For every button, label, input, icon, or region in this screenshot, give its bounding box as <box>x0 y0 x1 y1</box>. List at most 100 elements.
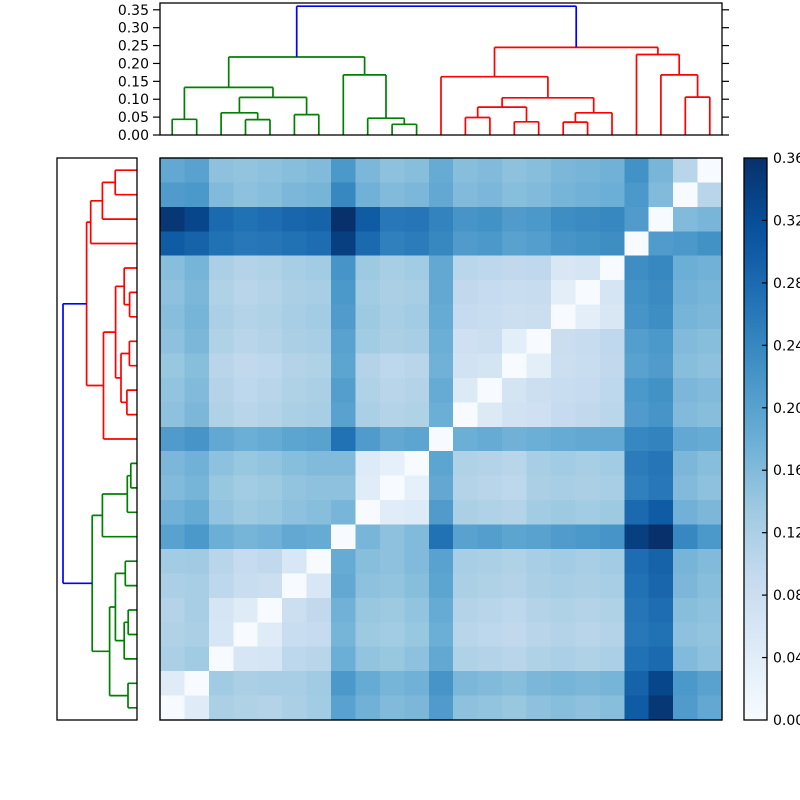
colorbar-tick-label: 0.20 <box>773 401 800 417</box>
heatmap-cell <box>208 573 234 599</box>
heatmap-cell <box>355 280 381 306</box>
heatmap-cell <box>697 377 723 403</box>
heatmap-cell <box>599 304 625 330</box>
heatmap-cell <box>355 182 381 208</box>
heatmap-cell <box>355 524 381 550</box>
heatmap-cell <box>208 475 234 501</box>
heatmap-cell <box>282 402 308 428</box>
heatmap-cell <box>379 377 405 403</box>
heatmap-cell <box>355 573 381 599</box>
heatmap-cell <box>208 231 234 257</box>
heatmap-cell <box>575 304 601 330</box>
heatmap-cell <box>355 231 381 257</box>
heatmap-cell <box>502 475 528 501</box>
heatmap-cell <box>599 622 625 648</box>
heatmap-cell <box>404 304 430 330</box>
heatmap-cell <box>477 500 503 526</box>
heatmap-cell <box>160 280 186 306</box>
heatmap-cell <box>526 500 552 526</box>
heatmap-cell <box>306 377 332 403</box>
heatmap-cell <box>550 304 576 330</box>
heatmap-cell <box>648 329 674 355</box>
heatmap-cell <box>184 573 210 599</box>
heatmap-cell <box>208 646 234 672</box>
heatmap-cell <box>599 548 625 574</box>
heatmap-cell <box>673 573 699 599</box>
heatmap-cell <box>673 231 699 257</box>
heatmap-cell <box>257 426 283 452</box>
heatmap-cell <box>257 573 283 599</box>
top-axis-tick-label: 0.30 <box>118 21 149 37</box>
heatmap-cell <box>208 304 234 330</box>
heatmap-cell <box>477 524 503 550</box>
heatmap-cell <box>257 622 283 648</box>
colorbar-labels: 0.36 0.32 0.28 0.24 0.20 0.16 0.12 0.08 0.04 0.00 <box>773 151 800 729</box>
heatmap-cell <box>428 353 454 379</box>
heatmap-cell <box>575 524 601 550</box>
heatmap-cell <box>624 622 650 648</box>
heatmap-cell <box>599 231 625 257</box>
heatmap-cell <box>306 280 332 306</box>
heatmap-cell <box>550 426 576 452</box>
heatmap-cell <box>160 304 186 330</box>
heatmap-cell <box>160 402 186 428</box>
heatmap-cell <box>648 304 674 330</box>
heatmap-cell <box>428 426 454 452</box>
heatmap-cell <box>331 255 357 281</box>
heatmap-cell <box>477 280 503 306</box>
heatmap-cell <box>282 451 308 477</box>
heatmap-cell <box>355 304 381 330</box>
heatmap-cell <box>257 548 283 574</box>
heatmap-cell <box>648 597 674 623</box>
heatmap-cell <box>257 280 283 306</box>
heatmap-cell <box>697 597 723 623</box>
heatmap-cell <box>502 426 528 452</box>
heatmap-cell <box>208 402 234 428</box>
heatmap-cell <box>477 158 503 184</box>
heatmap-cell <box>379 451 405 477</box>
heatmap-cell <box>673 451 699 477</box>
heatmap-cell <box>404 695 430 721</box>
heatmap-cell <box>502 671 528 697</box>
heatmap-cell <box>502 280 528 306</box>
heatmap-cell <box>331 646 357 672</box>
heatmap-cell <box>453 426 479 452</box>
heatmap-cell <box>477 304 503 330</box>
heatmap-cell <box>160 475 186 501</box>
heatmap-cell <box>502 622 528 648</box>
heatmap-cell <box>233 377 259 403</box>
heatmap-cell <box>282 646 308 672</box>
colorbar-tick-label: 0.00 <box>773 713 800 729</box>
heatmap-cell <box>697 500 723 526</box>
heatmap-cell <box>331 231 357 257</box>
heatmap-cell <box>160 329 186 355</box>
heatmap-cell <box>331 377 357 403</box>
heatmap-cell <box>673 597 699 623</box>
top-dendrogram-green-links <box>171 56 418 135</box>
heatmap-cell <box>355 597 381 623</box>
heatmap-cell <box>428 671 454 697</box>
heatmap-cell <box>599 182 625 208</box>
heatmap-cell <box>453 206 479 232</box>
heatmap-cell <box>624 206 650 232</box>
heatmap-cell <box>624 182 650 208</box>
heatmap-cell <box>550 206 576 232</box>
heatmap-cell <box>526 671 552 697</box>
heatmap-cell <box>160 231 186 257</box>
heatmap-cell <box>379 402 405 428</box>
heatmap-cell <box>306 426 332 452</box>
heatmap-cell <box>379 182 405 208</box>
heatmap-cell <box>355 353 381 379</box>
heatmap-cell <box>673 329 699 355</box>
heatmap-cell <box>282 695 308 721</box>
heatmap-cell <box>697 524 723 550</box>
heatmap-cell <box>550 475 576 501</box>
heatmap-cell <box>502 182 528 208</box>
heatmap-cell <box>404 329 430 355</box>
heatmap-cell <box>575 426 601 452</box>
heatmap-cell <box>331 671 357 697</box>
top-axis-tick-label: 0.00 <box>118 128 149 144</box>
heatmap-cell <box>453 573 479 599</box>
heatmap-cell <box>428 597 454 623</box>
heatmap-cell <box>673 158 699 184</box>
